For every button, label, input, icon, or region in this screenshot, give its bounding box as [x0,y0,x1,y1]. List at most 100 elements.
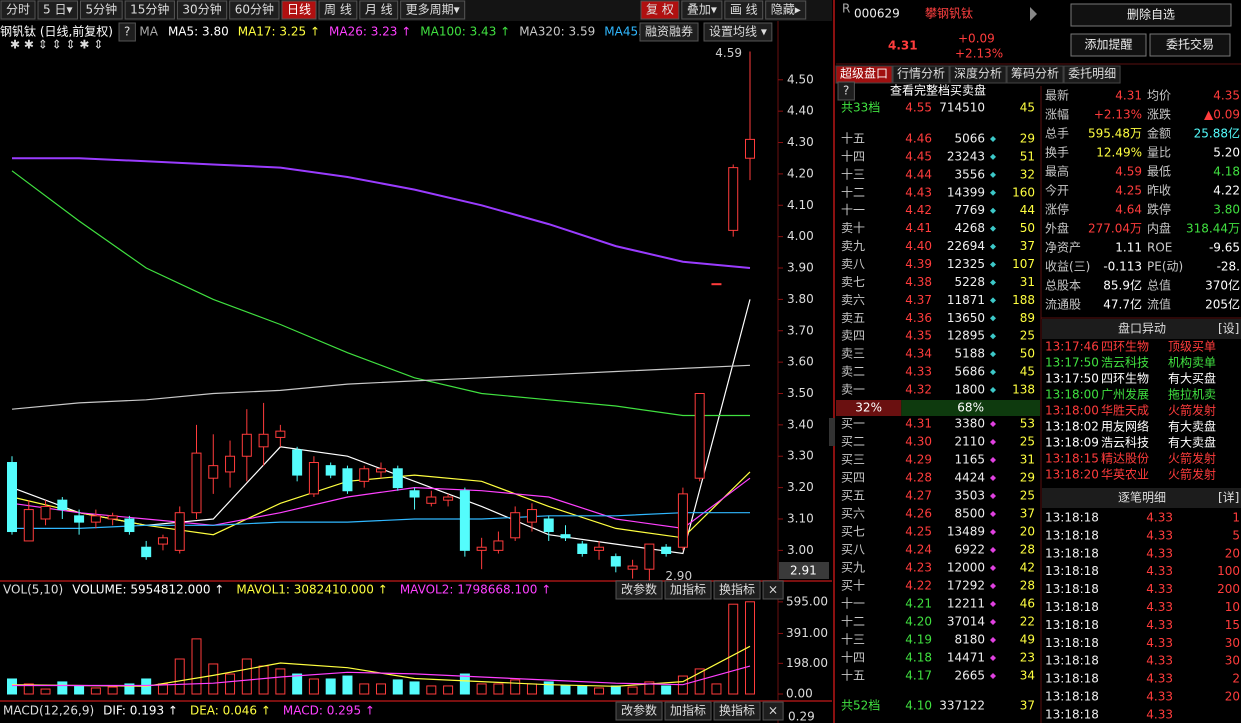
stat-label: 跌停 [1147,202,1171,217]
ratio-label: 32% [855,401,882,415]
button-bg[interactable] [615,580,663,600]
tab-bg[interactable] [835,65,893,84]
indicator-button[interactable]: × [768,583,778,597]
tab-bg[interactable] [1006,65,1064,84]
action-button[interactable] [1070,33,1147,57]
indicator-button[interactable]: 加指标 [670,703,706,718]
trade-volume: 10 [1225,600,1240,614]
button-bg[interactable] [0,0,36,20]
period-tab[interactable]: 更多周期▾ [406,3,460,17]
tab-bg[interactable] [949,65,1007,84]
y-tick-label: 4.50 [787,72,814,86]
anomaly-header-bg [1042,319,1241,339]
indicator-button[interactable]: 换指标 [719,582,755,597]
anomaly-stock[interactable]: 四环生物 [1101,372,1149,386]
action-label[interactable]: 添加提醒 [1084,37,1132,52]
button-bg[interactable] [664,701,712,721]
button-bg[interactable] [664,580,712,600]
anomaly-stock[interactable]: 四环生物 [1101,340,1149,354]
indicator-button[interactable]: 换指标 [719,703,755,718]
period-tab[interactable]: 30分钟 [182,2,221,17]
button-bg[interactable] [762,580,784,600]
tab[interactable]: 超级盘口 [840,66,888,81]
action-button[interactable] [1070,3,1232,27]
button-bg[interactable] [713,701,761,721]
tool-button[interactable]: 复 权 [646,3,674,17]
anomaly-stock[interactable]: 广州发展 [1101,387,1149,402]
chart-button[interactable]: 设置均线 ▾ [709,25,767,39]
section-link[interactable]: [详] [1218,490,1239,505]
section-link[interactable]: [设] [1218,322,1239,336]
button-bg[interactable] [37,0,78,20]
anomaly-time: 13:18:02 [1045,420,1099,434]
tab-bg[interactable] [1063,65,1121,84]
period-tab[interactable]: 月 线 [365,3,393,17]
next-arrow[interactable] [1030,7,1037,21]
collapse-handle[interactable] [829,418,835,446]
level-label: 卖一 [841,383,865,397]
tab[interactable]: 深度分析 [954,66,1002,81]
indicator-button[interactable]: 改参数 [621,703,657,718]
anomaly-stock[interactable]: 用友网络 [1101,419,1149,434]
tool-button[interactable]: 画 线 [730,3,758,17]
period-tab[interactable]: 日线 [287,3,311,17]
action-button[interactable] [1149,33,1231,57]
indicator-button[interactable]: 加指标 [670,582,706,597]
tool-button[interactable]: 叠加▾ [687,3,717,17]
button-bg[interactable] [281,0,317,20]
ma-legend: MA17: 3.25 ↑ [238,25,320,39]
button-bg[interactable] [837,81,855,101]
help-button[interactable]: ? [124,25,130,39]
button-bg[interactable] [359,0,399,20]
anomaly-stock[interactable]: 浩云科技 [1101,436,1149,450]
button-bg[interactable] [318,0,358,20]
button-bg[interactable] [681,0,723,20]
button-bg[interactable] [229,0,280,20]
anomaly-stock[interactable]: 精达股份 [1101,452,1149,466]
period-tab[interactable]: 分时 [6,3,30,17]
button-bg[interactable] [118,22,136,42]
button-bg[interactable] [713,580,761,600]
anomaly-event: 有大卖盘 [1168,435,1216,450]
tab[interactable]: 行情分析 [897,67,945,81]
level-label: 十一 [841,597,865,611]
button-bg[interactable] [615,701,663,721]
period-tab[interactable]: 周 线 [324,3,352,17]
tool-button[interactable]: 隐藏▸ [771,3,801,17]
chart-button[interactable]: 融资融券 [645,24,693,39]
level-count: 20 [1020,525,1035,539]
button-bg[interactable] [80,0,123,20]
button-bg[interactable] [703,22,773,42]
tab[interactable]: 委托明细 [1068,67,1116,81]
period-tab[interactable]: 5 日▾ [43,3,72,17]
button-bg[interactable] [124,0,175,20]
anomaly-stock[interactable]: 浩云科技 [1101,356,1149,370]
button-bg[interactable] [400,0,466,20]
anomaly-stock[interactable]: 华英农业 [1101,468,1149,482]
button-bg[interactable] [762,701,784,721]
level-volume: 1165 [954,453,985,467]
period-tab[interactable]: 15分钟 [130,2,169,17]
action-label[interactable]: 删除自选 [1127,7,1175,22]
indicator-button[interactable]: 改参数 [621,582,657,597]
period-tab[interactable]: 60分钟 [235,2,274,17]
period-tab[interactable]: 5分钟 [86,2,118,17]
indicator-button[interactable]: × [768,704,778,718]
button-bg[interactable] [176,0,228,20]
button-bg[interactable] [724,0,764,20]
stat-value: 4.18 [1213,165,1240,179]
level-count: 34 [1020,669,1035,683]
button-bg[interactable] [765,0,807,20]
button-bg[interactable] [640,0,680,20]
level-count: 25 [1020,329,1035,343]
help-button[interactable]: ? [843,84,849,98]
candle-body [174,512,185,551]
trade-price: 4.33 [1146,618,1173,632]
tab[interactable]: 筹码分析 [1011,67,1059,81]
tab-bg[interactable] [892,65,950,84]
level-price: 4.31 [905,417,932,431]
anomaly-stock[interactable]: 华胜天成 [1101,403,1149,418]
button-bg[interactable] [639,22,699,42]
action-label[interactable]: 委托交易 [1166,37,1214,52]
orderbook-title[interactable]: 查看完整档买卖盘 [890,83,986,98]
